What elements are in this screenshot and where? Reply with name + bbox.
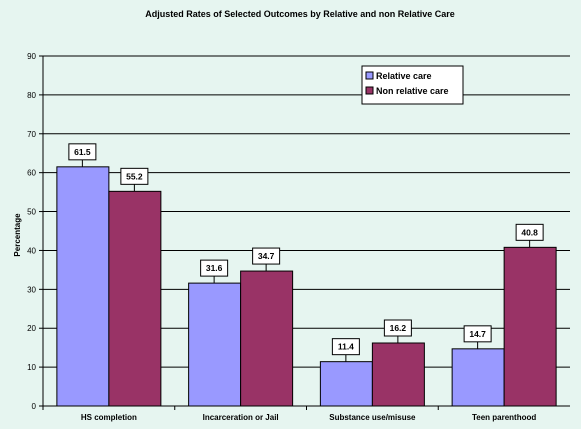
data-label: 55.2 xyxy=(126,171,143,181)
y-tick-label: 70 xyxy=(27,130,36,139)
data-labels: 61.5 55.2 31.6 34.7 11.4 16.2 14.7 40.8 xyxy=(68,143,544,362)
data-label: 34.7 xyxy=(258,251,275,261)
data-label: 16.2 xyxy=(390,323,407,333)
data-label: 31.6 xyxy=(206,263,223,273)
legend-swatch xyxy=(365,86,374,95)
data-label: 11.4 xyxy=(338,342,354,352)
y-tick-label: 80 xyxy=(27,91,36,100)
bar xyxy=(240,270,294,407)
data-label: 61.5 xyxy=(74,147,91,157)
legend-label: Relative care xyxy=(376,71,432,81)
bar xyxy=(451,348,505,407)
legend: Relative care Non relative care xyxy=(361,65,464,105)
bar xyxy=(503,246,557,407)
data-label: 40.8 xyxy=(521,227,538,237)
axes xyxy=(39,55,570,410)
y-tick-label: 90 xyxy=(27,52,36,61)
data-label-box xyxy=(463,325,492,343)
category-labels: HS completion Incarceration or Jail Substa… xyxy=(81,413,537,422)
data-label-box xyxy=(331,338,360,356)
y-tick-labels: 0 10 20 30 40 50 60 70 80 90 xyxy=(27,52,36,411)
y-tick-label: 20 xyxy=(27,324,36,333)
chart-title: Adjusted Rates of Selected Outcomes by R… xyxy=(145,9,455,19)
data-label: 14.7 xyxy=(469,329,486,339)
legend-label: Non relative care xyxy=(376,86,449,96)
category-label: Incarceration or Jail xyxy=(203,413,279,422)
bar xyxy=(371,342,425,407)
y-tick-label: 0 xyxy=(32,402,37,411)
bar xyxy=(108,190,162,407)
y-tick-label: 60 xyxy=(27,169,36,178)
bar xyxy=(319,361,373,407)
category-label: HS completion xyxy=(81,413,137,422)
bar xyxy=(56,166,110,407)
data-label-box xyxy=(200,259,229,277)
legend-box xyxy=(361,65,464,105)
data-label-box xyxy=(515,223,544,241)
category-label: Teen parenthood xyxy=(472,413,536,422)
data-label-box xyxy=(252,247,281,265)
y-tick-label: 10 xyxy=(27,363,36,372)
legend-swatch xyxy=(365,71,374,80)
y-tick-label: 40 xyxy=(27,246,36,255)
data-label-box xyxy=(120,167,149,185)
bars-group xyxy=(56,166,557,407)
bar xyxy=(188,282,242,407)
y-tick-label: 30 xyxy=(27,285,36,294)
data-label-box xyxy=(68,143,97,161)
data-label-box xyxy=(383,319,412,337)
category-label: Substance use/misuse xyxy=(329,413,416,422)
y-tick-label: 50 xyxy=(27,208,36,217)
y-axis-label: Percentage xyxy=(13,213,22,257)
